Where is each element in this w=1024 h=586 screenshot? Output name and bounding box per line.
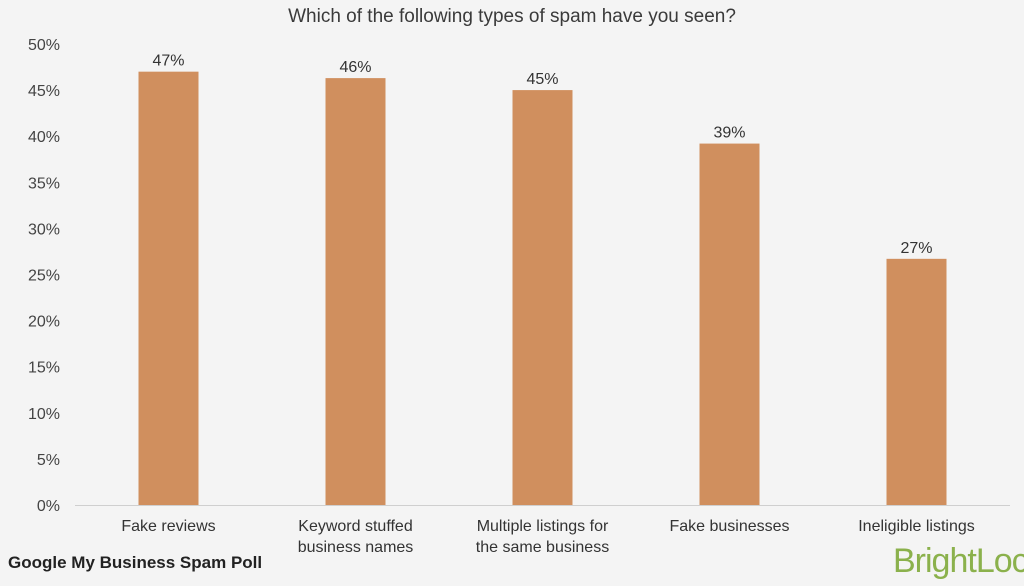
bar	[886, 258, 947, 505]
x-tick-label: Fake reviews	[121, 518, 215, 535]
x-tick-label: Keyword stuffed	[298, 518, 412, 535]
y-tick-label: 20%	[28, 314, 60, 331]
x-tick-label: Fake businesses	[669, 518, 789, 535]
data-label: 46%	[339, 59, 371, 76]
y-tick-label: 25%	[28, 268, 60, 285]
y-tick-label: 5%	[37, 452, 60, 469]
y-tick-label: 0%	[37, 498, 60, 515]
y-tick-label: 30%	[28, 221, 60, 238]
chart-title: Which of the following types of spam hav…	[288, 6, 736, 27]
bar	[699, 143, 760, 506]
data-label: 39%	[713, 125, 745, 142]
bar	[512, 90, 573, 505]
brightlocal-logo: BrightLocal	[893, 542, 1024, 580]
footer-caption: Google My Business Spam Poll	[8, 553, 263, 572]
data-label: 45%	[526, 71, 558, 88]
bar	[138, 71, 199, 505]
x-tick-label: the same business	[476, 539, 609, 556]
data-label: 27%	[900, 240, 932, 257]
y-tick-label: 45%	[28, 83, 60, 100]
y-tick-label: 35%	[28, 175, 60, 192]
x-tick-label: Multiple listings for	[477, 518, 609, 535]
x-tick-label: Ineligible listings	[858, 518, 975, 535]
x-tick-label: business names	[298, 539, 414, 556]
y-tick-label: 50%	[28, 37, 60, 54]
y-tick-label: 10%	[28, 406, 60, 423]
data-label: 47%	[152, 53, 184, 70]
y-tick-label: 40%	[28, 129, 60, 146]
y-tick-label: 15%	[28, 360, 60, 377]
bar	[325, 78, 386, 505]
